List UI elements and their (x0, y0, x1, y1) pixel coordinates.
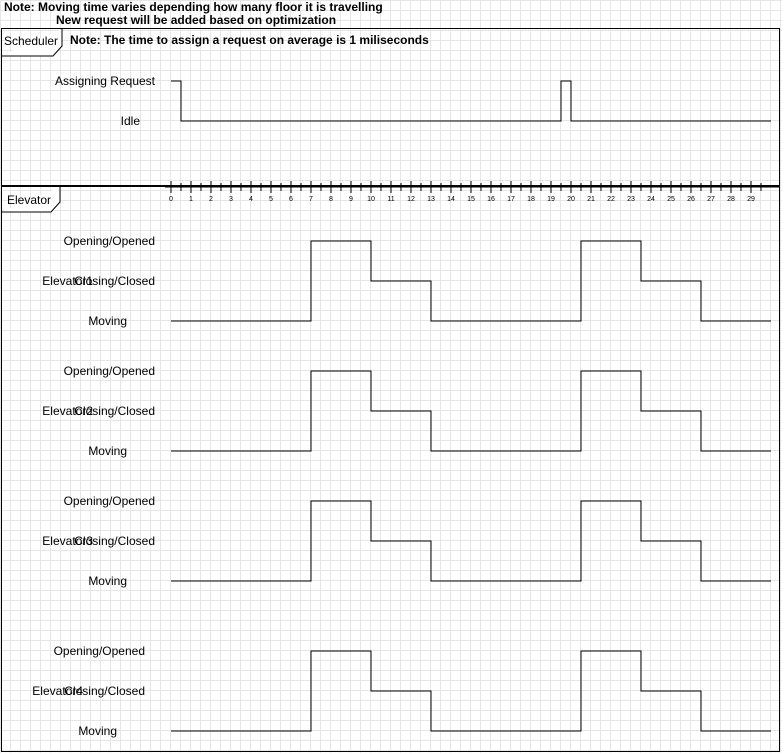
elevator-tab-outline (1, 187, 61, 213)
elevator1-name-label: Elevator1 (42, 274, 93, 288)
time-axis-tick-label: 28 (727, 196, 735, 203)
elevator2-state-label-opening: Opening/Opened (64, 364, 155, 378)
time-axis-tick-label: 23 (627, 196, 635, 203)
elevator4-state-label-moving: Moving (78, 724, 117, 738)
elevator3-state-label-opening: Opening/Opened (64, 494, 155, 508)
elevator1-waveform (171, 240, 771, 322)
time-axis-tick-label: 1 (189, 196, 193, 203)
time-axis-tick-label: 18 (527, 196, 535, 203)
time-axis-tick-label: 2 (209, 196, 213, 203)
elevator3-name-label: Elevator3 (42, 534, 93, 548)
time-axis-tick-label: 12 (407, 196, 415, 203)
elevator1-state-label-opening: Opening/Opened (64, 234, 155, 248)
time-axis-tick-label: 13 (427, 196, 435, 203)
elevator3-state-label-closing: Closing/Closed (74, 534, 155, 548)
scheduler-state-label-idle: Idle (121, 114, 141, 128)
time-axis-tick-label: 11 (387, 196, 394, 203)
time-axis-tick-label: 22 (607, 196, 615, 203)
scheduler-tab-label: Scheduler (4, 34, 59, 48)
elevator2-waveform (171, 370, 771, 452)
elevator4-state-label-closing: Closing/Closed (64, 684, 145, 698)
elevator1-state-label-moving: Moving (88, 314, 127, 328)
note-new-request: New request will be added based on optim… (56, 13, 337, 27)
time-axis-tick-label: 14 (447, 196, 455, 203)
time-axis-tick-label: 9 (349, 196, 353, 203)
elevator1-state-label-closing: Closing/Closed (74, 274, 155, 288)
time-axis-tick-label: 10 (367, 196, 375, 203)
elevator2-state-label-closing: Closing/Closed (74, 404, 155, 418)
time-axis-tick-label: 5 (269, 196, 273, 203)
time-axis-tick-label: 29 (747, 196, 755, 203)
scheduler-state-label-assigning: Assigning Request (55, 74, 156, 88)
elevator3-state-label-moving: Moving (88, 574, 127, 588)
elevator-tab-label: Elevator (7, 193, 52, 207)
elevator4-name-label: Elevator4 (32, 684, 83, 698)
time-axis-tick-label: 16 (487, 196, 495, 203)
time-axis-tick-label: 20 (567, 196, 575, 203)
elevator4-state-label-opening: Opening/Opened (54, 644, 145, 658)
time-axis-tick-label: 26 (687, 196, 695, 203)
elevator4-waveform (171, 650, 771, 732)
scheduler-tab-outline (1, 29, 63, 57)
time-axis-tick-label: 17 (507, 196, 515, 203)
time-axis-tick-label: 24 (647, 196, 655, 203)
time-axis-tick-label: 6 (289, 196, 293, 203)
time-axis-tick-label: 15 (467, 196, 475, 203)
time-axis-tick-label: 3 (229, 196, 233, 203)
time-axis-tick-label: 19 (547, 196, 555, 203)
note-assign-time: Note: The time to assign a request on av… (70, 33, 429, 47)
time-axis-tick-label: 21 (587, 196, 595, 203)
time-axis-tick-label: 27 (707, 196, 715, 203)
elevator3-waveform (171, 500, 771, 582)
time-axis-tick-label: 0 (169, 196, 173, 203)
elevator2-name-label: Elevator2 (42, 404, 93, 418)
time-axis-tick-label: 8 (329, 196, 333, 203)
time-axis-tick-label: 4 (249, 196, 253, 203)
time-axis-tick-label: 25 (667, 196, 675, 203)
time-axis-tick-label: 7 (309, 196, 313, 203)
scheduler-waveform (171, 80, 771, 122)
note-moving-time: Note: Moving time varies depending how m… (4, 0, 383, 14)
elevator2-state-label-moving: Moving (88, 444, 127, 458)
